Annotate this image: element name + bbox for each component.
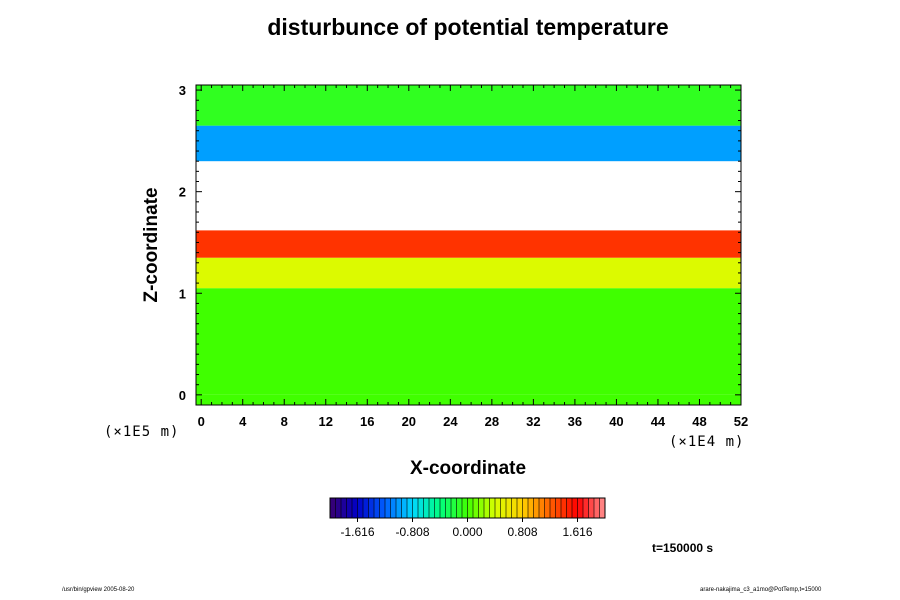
colorbar-cell	[385, 498, 391, 518]
colorbar-cell	[572, 498, 578, 518]
y-axis-unit: (×1E5 m)	[104, 424, 180, 440]
x-tick-label: 44	[651, 414, 666, 429]
colorbar-cell	[594, 498, 600, 518]
colorbar-tick-label: 0.000	[452, 525, 482, 539]
colorbar-cell	[335, 498, 342, 518]
colorbar-cell	[517, 498, 523, 518]
field-band-3	[196, 161, 741, 231]
colorbar-cell	[368, 498, 375, 518]
colorbar-cell	[396, 498, 402, 518]
colorbar-cell	[522, 498, 529, 518]
x-tick-label: 0	[198, 414, 205, 429]
colorbar-cell	[330, 498, 336, 518]
colorbar-cell	[423, 498, 430, 518]
colorbar-cell	[462, 498, 468, 518]
colorbar-cell	[533, 498, 540, 518]
colorbar-cell	[440, 498, 446, 518]
colorbar-cell	[539, 498, 545, 518]
colorbar-cell	[429, 498, 435, 518]
x-axis-label: X-coordinate	[409, 458, 527, 479]
colorbar-tick-label: 1.616	[562, 525, 592, 539]
colorbar-cell	[583, 498, 589, 518]
colorbar-cell	[555, 498, 562, 518]
colorbar-cell	[451, 498, 457, 518]
colorbar: -1.616 -0.808 0.000 0.808 1.616	[329, 497, 606, 539]
x-tick-label: 48	[692, 414, 706, 429]
colorbar-cell	[550, 498, 556, 518]
x-tick-label: 36	[568, 414, 582, 429]
field-band-1	[196, 257, 741, 289]
colorbar-cell	[341, 498, 347, 518]
colorbar-cell	[346, 498, 353, 518]
colorbar-cell	[473, 498, 479, 518]
colorbar-cell	[456, 498, 463, 518]
y-tick-label: 1	[179, 286, 186, 301]
colorbar-cell	[588, 498, 595, 518]
colorbar-cell	[390, 498, 397, 518]
colorbar-cell	[445, 498, 452, 518]
time-label: t=150000 s	[652, 541, 714, 555]
colorbar-cell	[489, 498, 496, 518]
field-band-0	[196, 288, 741, 395]
colorbar-cell	[363, 498, 369, 518]
y-tick-label: 2	[179, 185, 186, 200]
plot-frame	[195, 84, 742, 406]
colorbar-cell	[379, 498, 386, 518]
y-tick-label: 3	[179, 83, 186, 98]
colorbar-cell	[495, 498, 501, 518]
colorbar-cell	[577, 498, 584, 518]
x-tick-label: 12	[319, 414, 333, 429]
colorbar-cell	[544, 498, 551, 518]
colorbar-cell	[561, 498, 567, 518]
colorbar-cell	[418, 498, 424, 518]
x-tick-label: 20	[402, 414, 416, 429]
x-tick-label: 16	[360, 414, 374, 429]
colorbar-tick-label: -0.808	[395, 525, 429, 539]
x-tick-label: 32	[526, 414, 540, 429]
x-tick-label: 52	[734, 414, 748, 429]
colorbar-cell	[357, 498, 364, 518]
x-tick-label: 28	[485, 414, 499, 429]
colorbar-cell	[467, 498, 474, 518]
heatmap-field	[196, 85, 741, 405]
field-band-2	[196, 230, 741, 258]
colorbar-cell	[352, 498, 358, 518]
colorbar-cell	[407, 498, 413, 518]
colorbar-cell	[434, 498, 441, 518]
colorbar-cell	[566, 498, 573, 518]
chart-title: disturbunce of potential temperature	[267, 14, 669, 40]
field-band-4	[196, 125, 741, 162]
x-tick-label: 40	[609, 414, 623, 429]
colorbar-tick-label: -1.616	[340, 525, 374, 539]
x-tick-label: 4	[239, 414, 247, 429]
x-axis-unit: (×1E4 m)	[669, 434, 745, 450]
colorbar-cell	[484, 498, 490, 518]
colorbar-cell	[528, 498, 534, 518]
colorbar-tick-label: 0.808	[507, 525, 537, 539]
colorbar-cell	[478, 498, 485, 518]
colorbar-cell	[506, 498, 512, 518]
colorbar-cell	[412, 498, 419, 518]
x-tick-label: 24	[443, 414, 458, 429]
colorbar-cell	[511, 498, 518, 518]
x-tick-label: 8	[281, 414, 288, 429]
colorbar-cell	[500, 498, 507, 518]
footer-right: arare-nakajima_c3_a1mo@PotTemp,t=15000	[700, 587, 822, 593]
field-band-5	[196, 85, 741, 126]
field-band-bottom	[196, 394, 741, 405]
plot-border	[195, 84, 742, 406]
footer-left: /usr/bin/gpview 2005-08-20	[62, 587, 135, 593]
colorbar-cell	[599, 498, 606, 518]
y-tick-label: 0	[179, 388, 186, 403]
colorbar-cell	[401, 498, 408, 518]
y-axis-label: Z-coordinate	[141, 187, 162, 303]
colorbar-cell	[374, 498, 380, 518]
